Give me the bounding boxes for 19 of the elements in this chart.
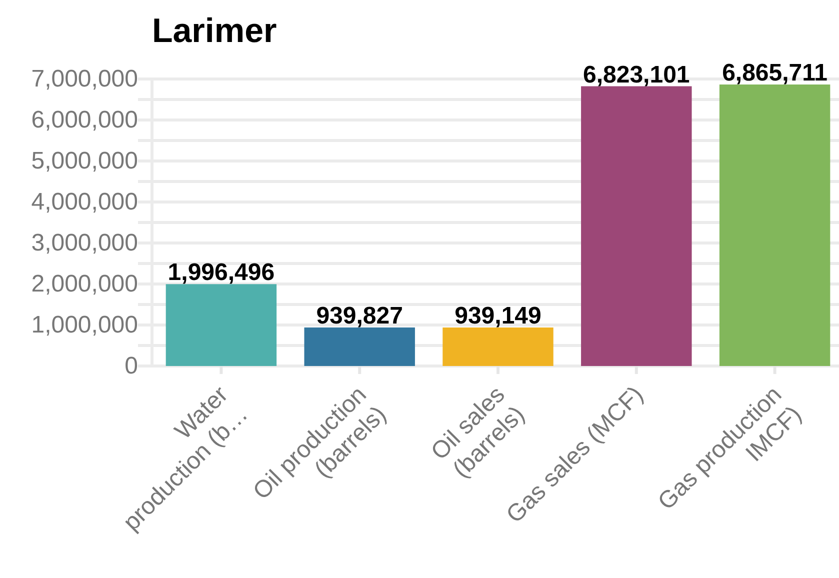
bar xyxy=(719,84,830,366)
data-label: 6,823,101 xyxy=(583,61,690,88)
y-tick-label: 5,000,000 xyxy=(31,148,138,175)
bar xyxy=(581,86,692,366)
bar xyxy=(166,284,277,366)
data-label: 6,865,711 xyxy=(722,60,828,87)
y-tick-label: 2,000,000 xyxy=(31,270,138,298)
data-label: 939,149 xyxy=(454,302,542,330)
y-tick-label: 6,000,000 xyxy=(31,106,138,134)
data-label: 1,996,496 xyxy=(168,259,275,286)
y-tick-label: 1,000,000 xyxy=(31,312,138,339)
y-tick-label: 4,000,000 xyxy=(31,188,138,216)
bar xyxy=(442,327,554,366)
data-label: 939,827 xyxy=(316,302,403,330)
y-tick-label: 7,000,000 xyxy=(31,66,138,93)
bar xyxy=(304,327,415,366)
y-tick-label: 0 xyxy=(124,352,138,380)
y-tick-label: 3,000,000 xyxy=(31,230,138,257)
chart-title: Larimer xyxy=(152,12,277,50)
